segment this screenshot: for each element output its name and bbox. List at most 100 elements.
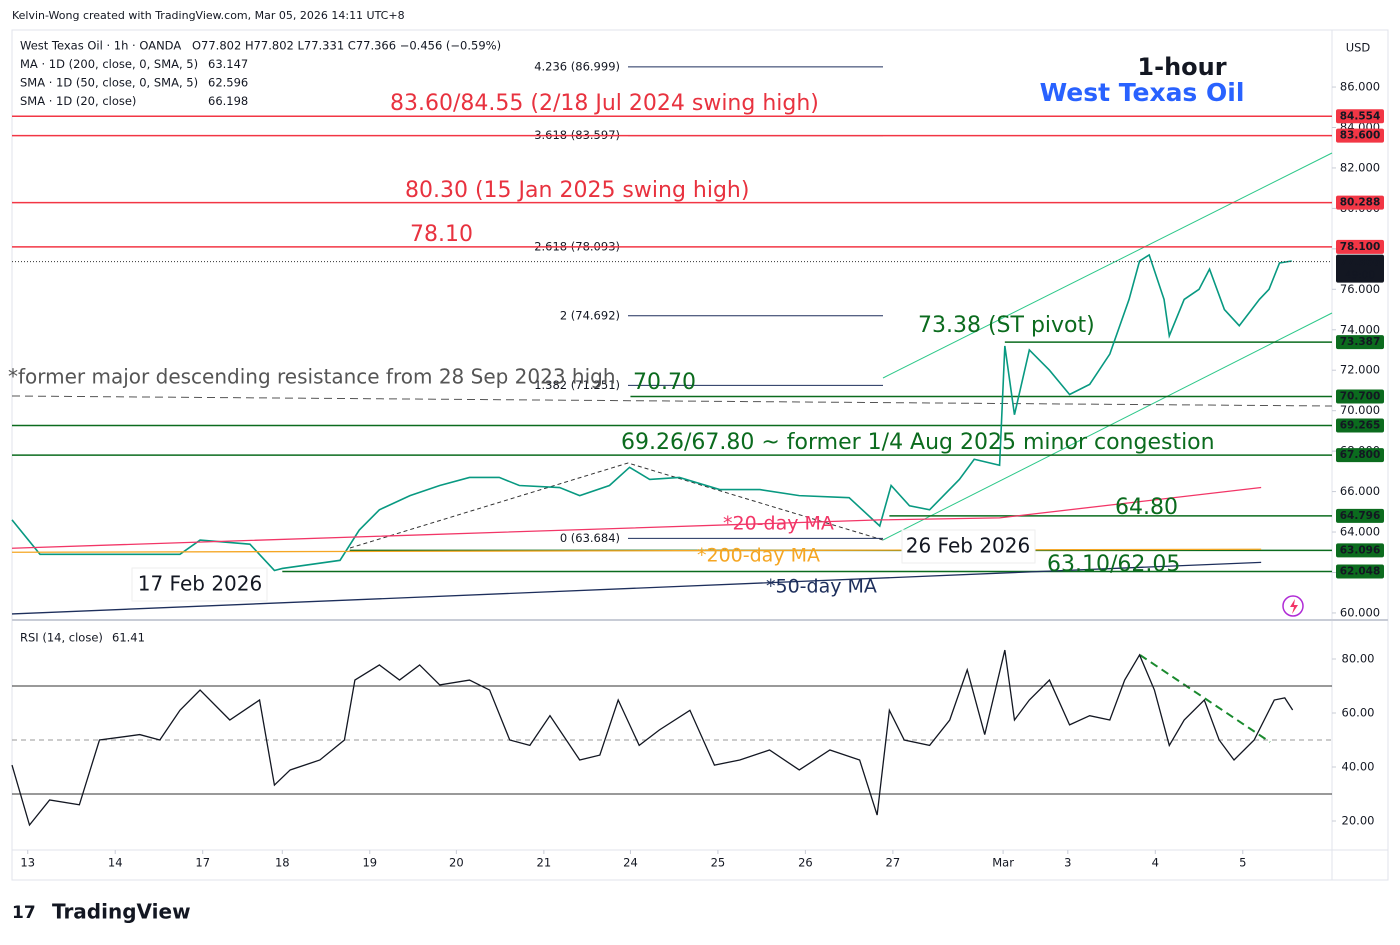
annotation: 70.70	[633, 370, 696, 395]
annotation: *200-day MA	[697, 545, 820, 567]
price-tag	[1336, 128, 1384, 143]
rsi-title: RSI (14, close)	[20, 631, 103, 645]
price-tag	[1336, 109, 1384, 124]
rsi-trendline	[1139, 654, 1271, 743]
legend-name: West Texas Oil · 1h · OANDA	[20, 39, 181, 53]
price-line	[11, 253, 1292, 572]
header: Kelvin-Wong created with TradingView.com…	[12, 9, 405, 22]
price-tag-label: 78.100	[1340, 241, 1381, 253]
price-tag	[1336, 564, 1384, 579]
ma-line	[11, 486, 1262, 549]
rsi-line	[11, 649, 1294, 827]
channel-lower	[882, 312, 1333, 541]
y-tick-label: 60.000	[1340, 605, 1380, 619]
price-tag-label: 63.096	[1340, 544, 1381, 556]
chart-title: 1-hour	[1137, 53, 1226, 81]
price-tag-label: 77.366	[1340, 257, 1381, 269]
chart-subtitle: West Texas Oil	[1040, 78, 1245, 107]
annotations: 83.60/84.55 (2/18 Jul 2024 swing high) 8…	[8, 53, 1245, 602]
x-tick-label: 3	[1064, 856, 1071, 870]
y-tick-label: 72.000	[1340, 363, 1380, 377]
x-tick-label: 14	[108, 856, 123, 870]
price-tag	[1336, 195, 1384, 210]
annotation: 83.60/84.55 (2/18 Jul 2024 swing high)	[390, 91, 819, 116]
y-tick-label: 66.000	[1340, 484, 1380, 498]
legend-name: SMA · 1D (50, close, 0, SMA, 5)	[20, 76, 198, 90]
legend-value: 62.596	[208, 76, 248, 90]
price-tag-label: 67.800	[1340, 449, 1381, 461]
y-tick-label: 80.00	[1342, 651, 1375, 665]
ma-line	[11, 561, 1262, 615]
countdown: 49:00	[1345, 270, 1375, 282]
logo: TradingView	[52, 900, 191, 924]
date-callout: 26 Feb 2026	[906, 534, 1030, 558]
x-tick-label: 4	[1152, 856, 1159, 870]
x-tick-label: 27	[886, 856, 901, 870]
annotation: 78.10	[410, 222, 473, 247]
annotation: 73.38 (ST pivot)	[918, 313, 1095, 338]
fib-label: 2 (74.692)	[560, 308, 620, 322]
legend-value: 66.198	[208, 94, 248, 108]
x-tick-label: 24	[623, 856, 638, 870]
y-tick-label: 76.000	[1340, 282, 1380, 296]
annotation: *50-day MA	[766, 576, 877, 598]
x-tick-label: 17	[195, 856, 210, 870]
y-tick-label: 60.00	[1342, 705, 1375, 719]
icon	[1290, 599, 1298, 614]
x-tick-label: 5	[1239, 856, 1246, 870]
icon[interactable]	[1282, 595, 1304, 617]
annotation: 63.10/62.05	[1047, 552, 1180, 577]
date-callout: 17 Feb 2026	[138, 572, 262, 596]
date-callout-box	[901, 529, 1036, 564]
price-tag	[1336, 389, 1384, 404]
annotation: *former major descending resistance from…	[8, 365, 616, 389]
price-tag-label: 73.387	[1340, 336, 1381, 348]
legend-name: SMA · 1D (20, close)	[20, 94, 136, 108]
x-tick-label: 18	[275, 856, 290, 870]
annotation: *20-day MA	[723, 513, 834, 535]
x-tick-label: 13	[20, 856, 35, 870]
price-tag	[1336, 254, 1384, 283]
y-tick-label: 74.000	[1340, 322, 1380, 336]
y-tick-label: 20.00	[1342, 813, 1375, 827]
price-tag	[1336, 508, 1384, 523]
x-tick-label: 25	[711, 856, 726, 870]
price-tag	[1336, 335, 1384, 350]
price-tag	[1336, 543, 1384, 558]
y-tick-label: 82.000	[1340, 160, 1380, 174]
legend-value: 63.147	[208, 57, 248, 71]
rsi-value: 61.41	[112, 631, 145, 645]
price-tag	[1336, 448, 1384, 463]
fib-label: 4.236 (86.999)	[534, 59, 620, 73]
date-callout-box	[131, 567, 268, 602]
price-tag-label: 62.048	[1340, 566, 1381, 578]
annotation: 80.30 (15 Jan 2025 swing high)	[405, 178, 749, 203]
fib-label: 0 (63.684)	[560, 531, 620, 545]
y-tick-label: 86.000	[1340, 80, 1380, 94]
annotation: 64.80	[1115, 495, 1178, 520]
x-tick-label: 19	[362, 856, 377, 870]
logo-mark: 17	[12, 903, 36, 923]
price-tag-label: 83.600	[1340, 130, 1381, 142]
price-tag-label: 70.700	[1340, 391, 1381, 403]
legend-value: O77.802 H77.802 L77.331 C77.366 −0.456 (…	[192, 39, 501, 53]
fib-label: 1.382 (71.251)	[534, 378, 620, 392]
annotation: 69.26/67.80 ~ former 1/4 Aug 2025 minor …	[621, 430, 1215, 455]
x-tick-label: 26	[798, 856, 813, 870]
y-tick-label: 40.00	[1342, 759, 1375, 773]
x-tick-label: 21	[537, 856, 552, 870]
price-tag-label: 84.554	[1340, 110, 1381, 122]
price-tag	[1336, 239, 1384, 254]
x-tick-label: Mar	[992, 856, 1014, 870]
price-tag-label: 64.796	[1340, 510, 1381, 522]
price-tag-label: 80.288	[1340, 197, 1381, 209]
legend-name: MA · 1D (200, close, 0, SMA, 5)	[20, 57, 198, 71]
ma-line	[11, 548, 1262, 553]
price-tag	[1336, 418, 1384, 433]
y-tick-label: 64.000	[1340, 525, 1380, 539]
channel-upper	[882, 152, 1333, 379]
swing-dashes	[349, 462, 884, 549]
y-tick-label: 70.000	[1340, 403, 1380, 417]
